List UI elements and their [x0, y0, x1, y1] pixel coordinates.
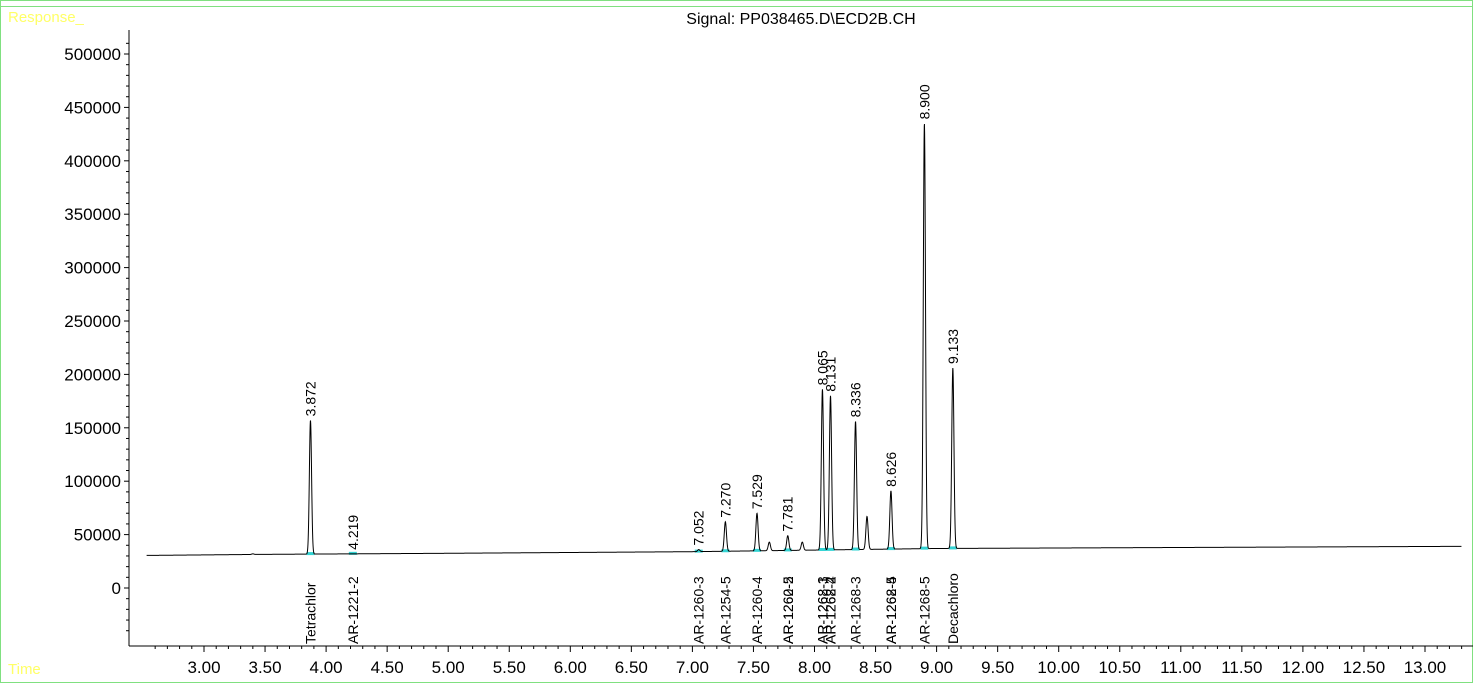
- peak-rt-label: 7.781: [780, 496, 796, 531]
- x-tick-label: 11.50: [1221, 658, 1262, 677]
- integration-mark: [694, 549, 703, 553]
- x-axis-label: Time: [8, 661, 41, 678]
- y-tick-label: 0: [112, 579, 121, 598]
- compound-label: AR-1262-5: [883, 576, 899, 644]
- x-tick-label: 10.50: [1098, 658, 1141, 677]
- compound-label: AR-1268-3: [848, 576, 864, 644]
- y-tick-label: 50000: [74, 526, 121, 545]
- y-tick-label: 150000: [64, 419, 121, 438]
- integration-mark: [920, 546, 929, 550]
- integration-mark: [851, 547, 860, 551]
- peak-rt-label: 8.065: [814, 350, 830, 385]
- compound-label: AR-1268-1: [814, 576, 830, 644]
- integration-mark: [948, 546, 957, 550]
- x-tick-label: 12.50: [1343, 658, 1386, 677]
- peak-rt-label: 8.900: [916, 84, 932, 119]
- chart-title: Signal: PP038465.D\ECD2B.CH: [686, 11, 916, 28]
- compound-label: AR-1262-3: [814, 576, 830, 644]
- peak-rt-label: 8.336: [848, 382, 864, 417]
- y-tick-label: 300000: [64, 259, 121, 278]
- integration-mark: [886, 547, 895, 551]
- x-tick-label: 6.50: [615, 658, 648, 677]
- x-tick-label: 9.00: [920, 658, 953, 677]
- x-tick-label: 7.50: [737, 658, 770, 677]
- peak-rt-label: 7.052: [691, 510, 707, 545]
- x-tick-label: 4.00: [310, 658, 343, 677]
- y-tick-label: 200000: [64, 365, 121, 384]
- x-tick-label: 10.00: [1037, 658, 1080, 677]
- x-tick-label: 5.50: [493, 658, 526, 677]
- peak-rt-label: 7.529: [749, 474, 765, 509]
- compound-label: Tetrachlor: [302, 582, 318, 644]
- y-axis-label: Response_: [8, 9, 84, 26]
- y-tick-label: 450000: [64, 98, 121, 117]
- compound-label: AR-1260-5: [780, 576, 796, 644]
- compound-label: AR-1260-4: [749, 576, 765, 644]
- y-tick-label: 100000: [64, 472, 121, 491]
- x-tick-label: 5.00: [432, 658, 465, 677]
- y-tick-label: 250000: [64, 312, 121, 331]
- x-tick-label: 3.00: [187, 658, 220, 677]
- compound-label: AR-1262-4: [822, 576, 838, 644]
- compound-label: AR-1268-2: [822, 576, 838, 644]
- signal-trace: [146, 124, 1462, 556]
- compound-label: AR-1268-4: [883, 576, 899, 644]
- x-tick-label: 13.00: [1404, 658, 1447, 677]
- compound-label: AR-1254-5: [717, 576, 733, 644]
- y-tick-label: 350000: [64, 205, 121, 224]
- peak-rt-label: 8.626: [883, 452, 899, 487]
- compound-label: AR-1262-2: [780, 576, 796, 644]
- y-tick-label: 500000: [64, 45, 121, 64]
- compound-label: Decachloro: [945, 573, 961, 644]
- peak-rt-label: 8.131: [822, 357, 838, 392]
- x-tick-label: 3.50: [249, 658, 282, 677]
- y-tick-label: 400000: [64, 152, 121, 171]
- integration-mark: [752, 548, 761, 552]
- x-tick-label: 7.00: [676, 658, 709, 677]
- compound-label: AR-1268-5: [916, 576, 932, 644]
- compound-label: AR-1221-2: [345, 576, 361, 644]
- x-tick-label: 12.00: [1282, 658, 1325, 677]
- x-tick-label: 6.00: [554, 658, 587, 677]
- integration-mark: [306, 552, 315, 556]
- peak-rt-label: 9.133: [945, 329, 961, 364]
- x-tick-label: 8.00: [798, 658, 831, 677]
- x-tick-label: 8.50: [859, 658, 892, 677]
- x-tick-label: 4.50: [371, 658, 404, 677]
- x-tick-label: 9.50: [981, 658, 1014, 677]
- integration-mark: [826, 547, 835, 551]
- peak-rt-label: 4.219: [345, 515, 361, 550]
- peak-rt-label: 7.270: [717, 483, 733, 518]
- integration-mark: [721, 549, 730, 553]
- x-tick-label: 11.00: [1160, 658, 1201, 677]
- plot-area: 0 50000 100000 150000 200000 250000 300000 3500…: [64, 30, 1473, 677]
- peak-rt-label: 3.872: [302, 381, 318, 416]
- integration-mark: [818, 547, 827, 551]
- compound-label: AR-1260-3: [691, 576, 707, 644]
- integration-mark: [783, 548, 792, 552]
